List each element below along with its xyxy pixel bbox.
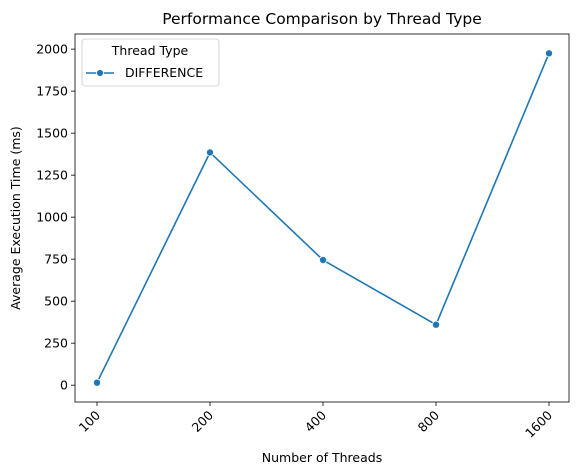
x-axis-ticks: 100 200 400 800 1600 bbox=[76, 402, 555, 441]
series-point bbox=[318, 256, 327, 265]
x-axis-label: Number of Threads bbox=[262, 450, 382, 465]
x-tick-label: 1600 bbox=[522, 407, 555, 440]
legend-series-marker-swatch bbox=[96, 69, 104, 77]
plot-area-frame bbox=[74, 33, 570, 403]
legend: Thread Type DIFFERENCE bbox=[81, 38, 220, 87]
x-tick-label: 800 bbox=[415, 407, 443, 435]
y-tick-label: 250 bbox=[44, 336, 68, 351]
y-axis-label: Average Execution Time (ms) bbox=[8, 126, 23, 310]
series-layer bbox=[93, 49, 554, 387]
legend-series-label: DIFFERENCE bbox=[125, 65, 203, 80]
series-line bbox=[96, 53, 550, 384]
y-tick-label: 750 bbox=[44, 252, 68, 267]
y-tick-label: 1750 bbox=[36, 84, 68, 99]
x-tick-label: 200 bbox=[189, 407, 217, 435]
series-point bbox=[205, 148, 214, 157]
y-tick-label: 1250 bbox=[36, 168, 68, 183]
series-point bbox=[545, 49, 554, 58]
y-tick-label: 2000 bbox=[36, 42, 68, 57]
chart-title: Performance Comparison by Thread Type bbox=[162, 10, 482, 28]
y-tick-label: 500 bbox=[44, 294, 68, 309]
x-tick-label: 100 bbox=[76, 407, 104, 435]
y-tick-label: 0 bbox=[60, 378, 68, 393]
series-point bbox=[93, 378, 102, 387]
series-point bbox=[431, 320, 440, 329]
legend-title: Thread Type bbox=[111, 43, 189, 58]
legend-box bbox=[81, 38, 220, 87]
y-axis-ticks: 0 250 500 750 1000 1250 1500 1750 2000 bbox=[36, 42, 75, 393]
x-tick-label: 400 bbox=[302, 407, 330, 435]
y-tick-label: 1000 bbox=[36, 210, 68, 225]
y-tick-label: 1500 bbox=[36, 126, 68, 141]
